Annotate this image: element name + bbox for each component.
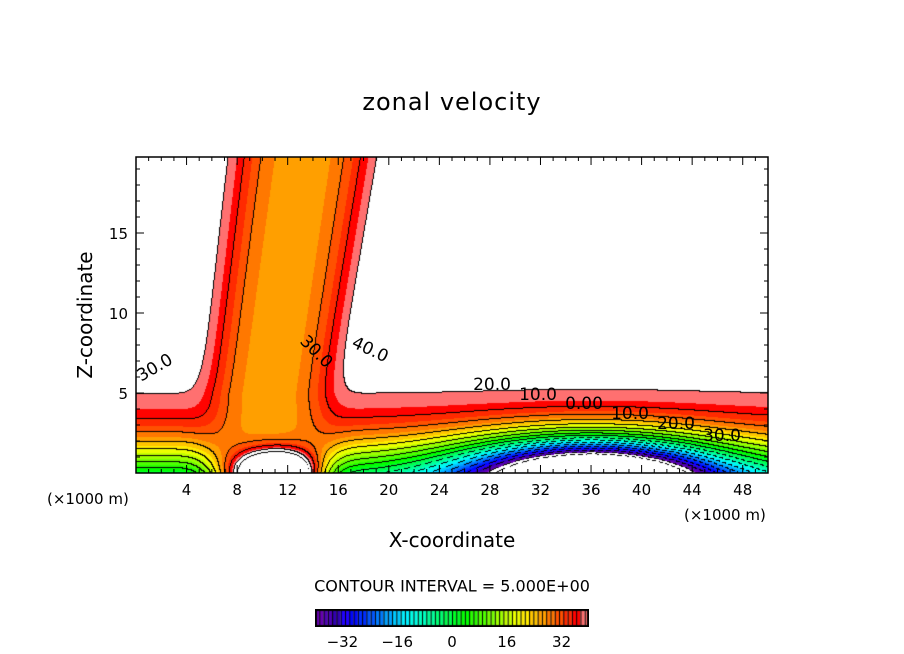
x-tick-label: 24 [430, 481, 449, 499]
colorbar-tick-label: 16 [497, 633, 517, 651]
x-tick-label: 12 [278, 481, 297, 499]
contour-label: 10.0 [611, 404, 649, 424]
contour-label: 20.0 [473, 375, 511, 395]
contour-interval-text: CONTOUR INTERVAL = 5.000E+00 [314, 576, 590, 596]
contour-label: 20.0 [657, 414, 695, 434]
colorbar [315, 609, 589, 627]
chart-title: zonal velocity [362, 88, 542, 116]
x-axis-label: X-coordinate [388, 528, 516, 552]
x-unit-right: (×1000 m) [684, 506, 766, 524]
x-tick-label: 44 [683, 481, 702, 499]
x-tick-label: 32 [531, 481, 550, 499]
colorbar-tick-label: 0 [447, 633, 457, 651]
x-unit-left: (×1000 m) [47, 490, 129, 508]
colorbar-tick-label: −16 [381, 633, 414, 651]
x-tick-label: 36 [581, 481, 600, 499]
y-tick-label: 15 [109, 225, 128, 243]
y-tick-label: 10 [109, 305, 128, 323]
x-tick-label: 8 [232, 481, 242, 499]
colorbar-tick-label: −32 [326, 633, 359, 651]
x-tick-label: 20 [379, 481, 398, 499]
contour-plot-area [136, 157, 768, 473]
x-tick-label: 48 [733, 481, 752, 499]
x-tick-label: 4 [182, 481, 192, 499]
contour-label: 0.00 [565, 394, 603, 414]
contour-label: 30.0 [703, 426, 741, 446]
x-tick-label: 16 [329, 481, 348, 499]
x-tick-label: 40 [632, 481, 651, 499]
x-tick-label: 28 [480, 481, 499, 499]
colorbar-tick-label: 32 [552, 633, 572, 651]
contour-label: 10.0 [519, 385, 557, 405]
y-tick-label: 5 [118, 385, 128, 403]
